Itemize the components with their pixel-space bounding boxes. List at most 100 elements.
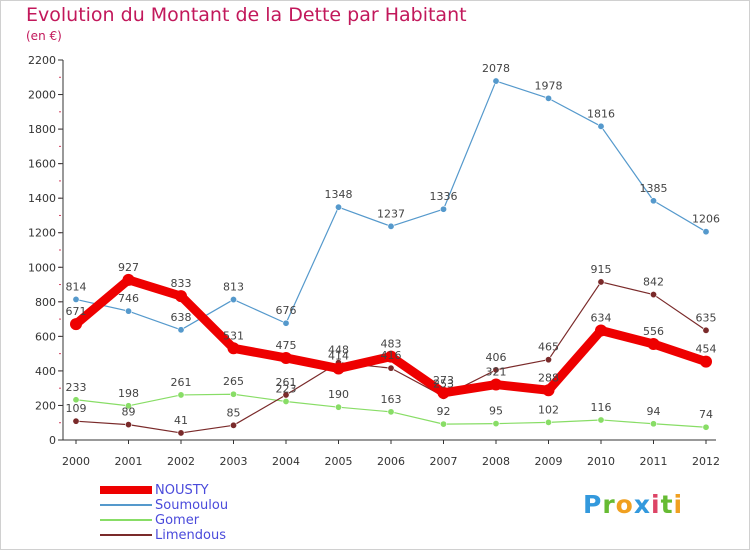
data-point — [542, 384, 555, 397]
y-tick-label: 0 — [49, 434, 56, 447]
legend-swatch — [100, 519, 152, 521]
y-tick-label: 200 — [35, 399, 56, 412]
data-point — [597, 416, 605, 424]
data-label: 1237 — [377, 207, 405, 220]
logo-letter: t — [660, 490, 674, 519]
data-label: 406 — [486, 351, 507, 364]
x-tick-label: 2003 — [220, 455, 248, 468]
logo-letter: o — [615, 490, 634, 519]
logo-letter: x — [633, 490, 651, 519]
data-label: 102 — [538, 403, 559, 416]
data-label: 671 — [66, 305, 87, 318]
data-label: 74 — [699, 408, 713, 421]
data-point — [702, 423, 710, 431]
data-point — [282, 319, 290, 327]
legend-label: Gomer — [155, 513, 200, 528]
data-label: 833 — [171, 277, 192, 290]
data-point — [700, 355, 712, 368]
data-label: 1336 — [430, 190, 458, 203]
legend-swatch — [100, 486, 152, 494]
legend-swatch — [100, 534, 152, 536]
data-label: 92 — [437, 405, 451, 418]
data-point — [72, 396, 80, 404]
data-label: 41 — [174, 414, 188, 427]
data-label: 190 — [328, 388, 349, 401]
chart-subtitle: (en €) — [26, 29, 62, 43]
data-label: 454 — [696, 343, 717, 356]
y-tick-label: 1000 — [28, 261, 56, 274]
data-label: 265 — [223, 375, 244, 388]
data-point — [334, 203, 342, 211]
data-label: 2078 — [482, 62, 510, 75]
data-point — [647, 337, 660, 350]
data-point — [490, 378, 502, 391]
data-label: 556 — [643, 325, 664, 338]
data-label: 273 — [433, 374, 454, 387]
x-tick-label: 2000 — [62, 455, 90, 468]
data-point — [439, 420, 447, 428]
data-label: 1816 — [587, 107, 615, 120]
data-point — [492, 77, 500, 85]
data-point — [544, 356, 552, 364]
data-point — [334, 403, 342, 411]
data-point — [649, 420, 657, 428]
data-label: 253 — [433, 377, 454, 390]
x-tick-label: 2007 — [430, 455, 458, 468]
data-label: 1978 — [535, 79, 563, 92]
data-label: 638 — [171, 311, 192, 324]
legend-label: Soumoulou — [155, 498, 229, 513]
chart-title: Evolution du Montant de la Dette par Hab… — [26, 4, 467, 26]
legend-label: NOUSTY — [155, 483, 209, 498]
y-tick-label: 2200 — [28, 54, 56, 67]
data-label: 233 — [66, 381, 87, 394]
data-point — [230, 390, 238, 398]
x-tick-label: 2005 — [325, 455, 353, 468]
data-label: 261 — [171, 376, 192, 389]
data-label: 842 — [643, 276, 664, 289]
data-point — [595, 324, 607, 337]
data-label: 531 — [223, 329, 244, 342]
data-point — [544, 94, 552, 102]
data-label: 109 — [66, 402, 87, 415]
x-tick-label: 2012 — [692, 455, 720, 468]
data-label: 915 — [591, 263, 612, 276]
data-point — [227, 342, 240, 355]
data-point — [282, 391, 290, 399]
data-point — [177, 391, 185, 399]
data-point — [230, 296, 238, 304]
legend-swatch — [100, 504, 152, 506]
data-label: 813 — [223, 281, 244, 294]
data-point — [649, 291, 657, 299]
data-point — [125, 402, 133, 410]
data-point — [70, 318, 82, 331]
x-tick-label: 2001 — [115, 455, 143, 468]
data-point — [544, 418, 552, 426]
x-tick-label: 2008 — [482, 455, 510, 468]
data-label: 1348 — [325, 188, 353, 201]
y-tick-label: 800 — [35, 296, 56, 309]
y-tick-label: 2000 — [28, 89, 56, 102]
data-label: 416 — [381, 349, 402, 362]
data-point — [280, 351, 292, 364]
data-point — [702, 326, 710, 334]
data-point — [72, 417, 80, 425]
data-label: 475 — [276, 339, 297, 352]
y-tick-label: 1800 — [28, 123, 56, 136]
data-label: 198 — [118, 387, 139, 400]
data-label: 635 — [696, 311, 717, 324]
data-point — [387, 222, 395, 230]
y-tick-label: 1400 — [28, 192, 56, 205]
data-label: 85 — [227, 406, 241, 419]
x-tick-label: 2010 — [587, 455, 615, 468]
data-point — [72, 295, 80, 303]
data-point — [385, 350, 397, 363]
data-label: 163 — [381, 393, 402, 406]
data-label: 1206 — [692, 213, 720, 226]
data-point — [597, 278, 605, 286]
logo-letter: r — [602, 490, 616, 519]
data-label: 676 — [276, 304, 297, 317]
data-point — [492, 420, 500, 428]
data-point — [125, 421, 133, 429]
data-label: 927 — [118, 261, 139, 274]
data-label: 223 — [276, 382, 297, 395]
